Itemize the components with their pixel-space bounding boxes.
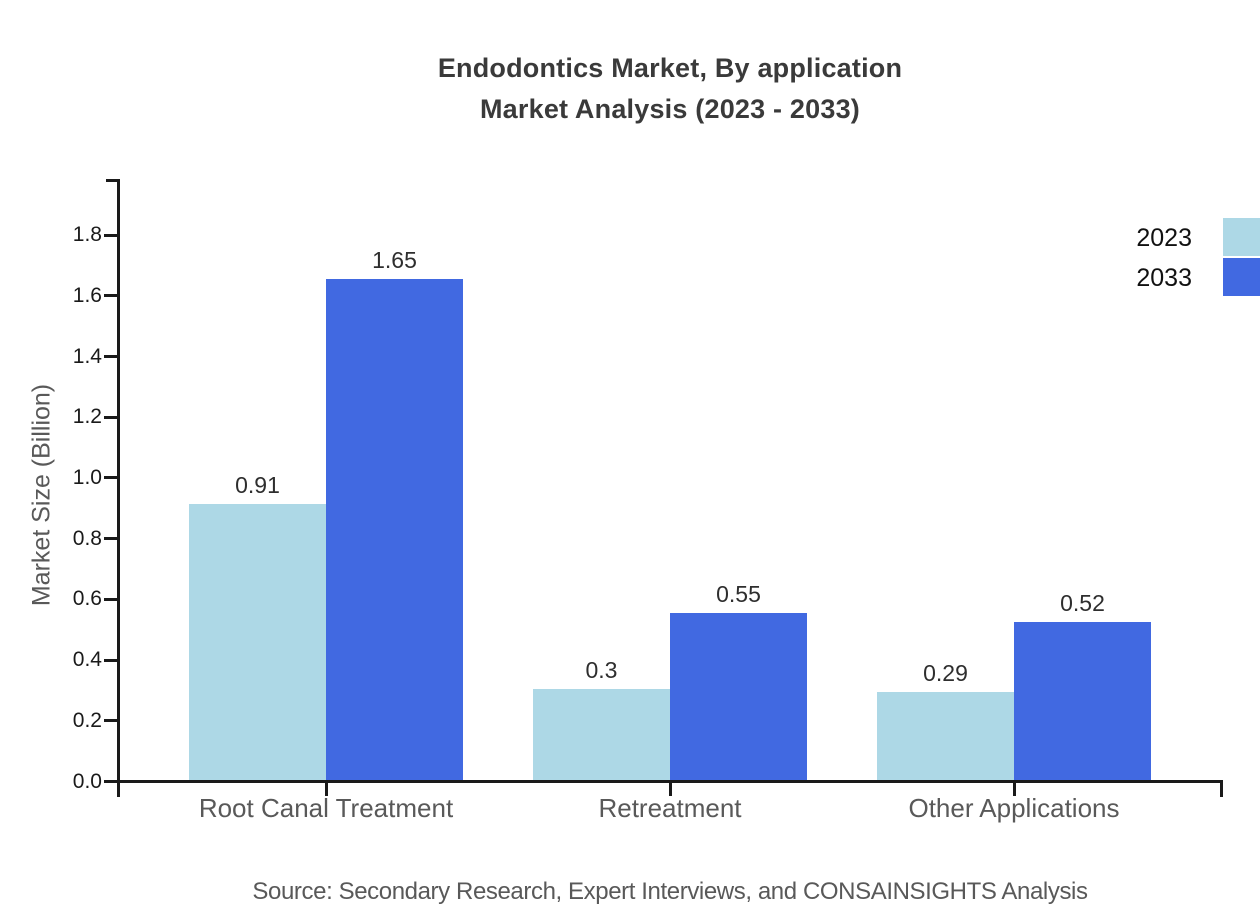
value-label: 1.65 (372, 247, 417, 274)
y-tick-label: 1.2 (72, 405, 102, 429)
y-tick-mark (104, 355, 118, 359)
y-tick-label: 1.0 (72, 465, 102, 489)
legend-swatch-2033 (1223, 258, 1260, 296)
bar-2023-retreatment (533, 688, 670, 780)
y-tick-label: 0.0 (72, 769, 102, 793)
value-label: 0.29 (923, 659, 968, 686)
x-axis-line (106, 780, 1223, 783)
value-label: 0.3 (585, 656, 618, 683)
y-tick-mark (104, 415, 118, 419)
y-tick-label: 0.4 (72, 648, 102, 672)
y-tick-mark (104, 476, 118, 480)
y-tick-mark (104, 719, 118, 723)
source-note: Source: Secondary Research, Expert Inter… (252, 878, 1088, 905)
y-tick-label: 0.2 (72, 708, 102, 732)
bar-2023-root-canal-treatment (189, 503, 326, 780)
y-tick-mark (104, 537, 118, 541)
value-label: 0.55 (716, 581, 761, 608)
y-tick-label: 0.8 (72, 526, 102, 550)
x-tick-mark (668, 780, 672, 796)
legend-label-2023: 2023 (1136, 224, 1192, 252)
chart-title: Endodontics Market, By application Marke… (80, 48, 1260, 130)
x-axis-end-cap (1220, 780, 1223, 797)
y-tick-label: 1.8 (72, 223, 102, 247)
y-tick-mark (104, 294, 118, 298)
chart-title-line2: Market Analysis (2023 - 2033) (479, 94, 860, 124)
y-axis-top-cap (106, 179, 120, 182)
y-tick-mark (104, 658, 118, 662)
bar-2033-root-canal-treatment (326, 279, 463, 780)
x-tick-mark (1012, 780, 1016, 796)
value-label: 0.91 (235, 471, 280, 498)
chart-title-line1: Endodontics Market, By application (437, 53, 903, 83)
x-category-label: Retreatment (598, 793, 742, 823)
y-tick-mark (104, 233, 118, 237)
y-tick-label: 0.6 (72, 587, 102, 611)
bar-2033-retreatment (670, 613, 807, 780)
bar-2023-other-applications (877, 691, 1014, 780)
y-tick-label: 1.4 (72, 344, 102, 368)
y-tick-mark (104, 597, 118, 601)
x-tick-mark (324, 780, 328, 796)
y-tick-label: 1.6 (72, 283, 102, 307)
x-category-label: Other Applications (908, 793, 1120, 823)
y-axis-line (117, 179, 120, 797)
y-tick-mark (104, 780, 118, 783)
x-category-label: Root Canal Treatment (198, 793, 454, 823)
legend-swatch-2023 (1223, 218, 1260, 256)
value-label: 0.52 (1060, 590, 1105, 617)
legend-label-2033: 2033 (1136, 264, 1192, 292)
bar-2033-other-applications (1014, 622, 1151, 780)
